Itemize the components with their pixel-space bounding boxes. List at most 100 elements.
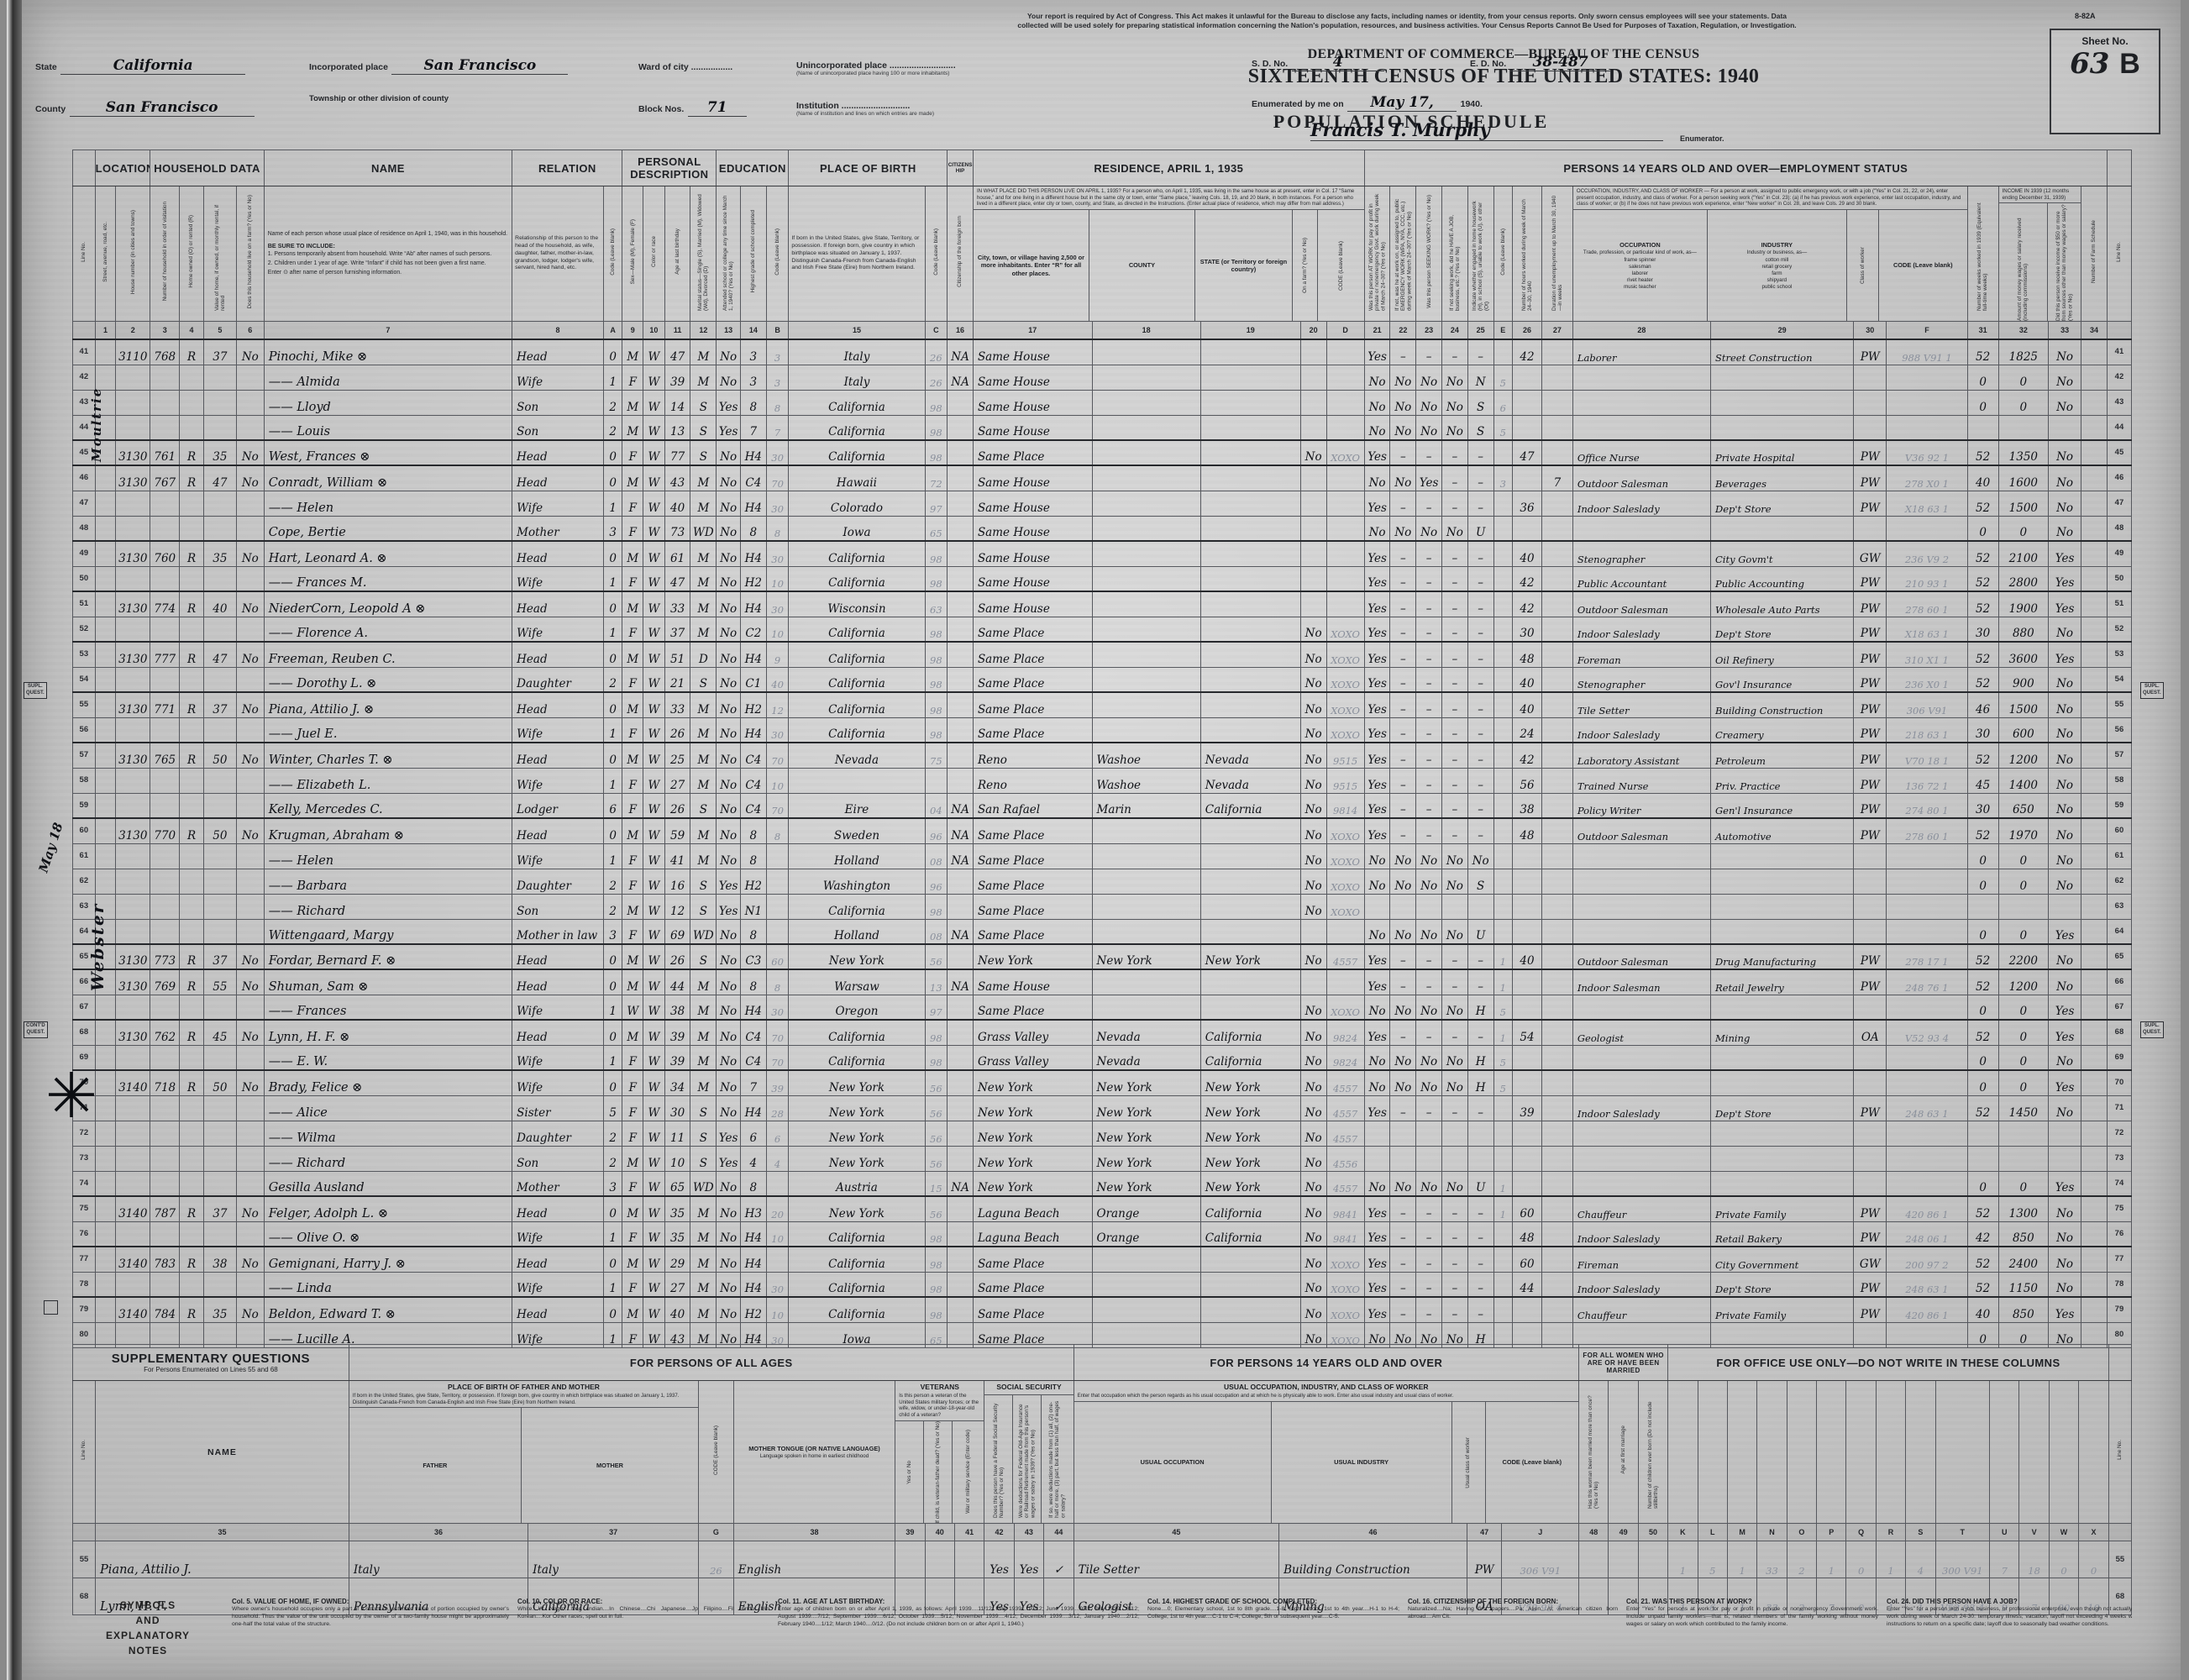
explanatory-note: Col. 21. WAS THIS PERSON AT WORK? Enter “… [1626, 1598, 1878, 1627]
name-cell: —— Louis [263, 414, 513, 441]
table-cell: No [716, 339, 741, 365]
table-cell: Yes [1363, 641, 1391, 668]
table-cell [2081, 994, 2108, 1021]
table-cell: 1 [1875, 1541, 1907, 1579]
table-cell [895, 1578, 926, 1616]
table-cell: 70 [765, 1044, 790, 1071]
table-cell: Son [512, 893, 604, 920]
table-cell [1512, 1069, 1542, 1096]
table-cell: H4 [739, 1246, 767, 1273]
table-cell: 1500 [1997, 691, 2050, 718]
table-cell: 1350 [1997, 439, 2050, 466]
table-cell: 8 [739, 918, 767, 945]
table-cell: H [1467, 1044, 1494, 1071]
column-number: 28 [1572, 321, 1712, 340]
table-cell [1091, 339, 1201, 365]
table-cell: 69 [2106, 1044, 2133, 1071]
column-number: 45 [1073, 1523, 1280, 1542]
table-cell: PW [1853, 1195, 1887, 1222]
table-cell: No [716, 1271, 741, 1298]
column-header: MOTHER TONGUE (OR NATIVE LANGUAGE) Langua… [732, 1379, 896, 1525]
table-cell [1512, 414, 1542, 441]
table-cell: 26 [924, 364, 948, 391]
table-cell: Yes [1363, 943, 1391, 970]
table-cell: No [1415, 1321, 1442, 1348]
column-number [71, 1523, 97, 1542]
table-cell [1091, 565, 1201, 592]
privacy-line-2: collected will be used solely for prepar… [1017, 20, 1797, 29]
table-cell [1572, 1120, 1712, 1147]
table-cell: PW [1853, 616, 1887, 643]
table-cell [179, 515, 204, 542]
column-group: FOR OFFICE USE ONLY—DO NOT WRITE IN THES… [1667, 1344, 2109, 1381]
table-cell: – [1467, 339, 1494, 365]
table-cell [1493, 1271, 1514, 1298]
table-cell: 60 [1512, 1195, 1542, 1222]
table-cell [788, 767, 926, 794]
table-cell: Sweden [788, 817, 926, 844]
table-cell [115, 1321, 151, 1348]
table-cell: 278 60 1 [1886, 591, 1968, 617]
table-cell: – [1415, 767, 1442, 794]
table-cell: California [788, 717, 926, 743]
table-cell: – [1389, 792, 1417, 819]
table-cell: 0 [1997, 1044, 2050, 1071]
census-row: 67 —— Frances Wife 1 W W 38 M No H4 30 Oregon 97 Same… [72, 994, 2133, 1021]
table-cell: 52 [1966, 591, 1999, 617]
table-cell: W [643, 1170, 665, 1197]
table-cell [1493, 439, 1514, 466]
table-cell [953, 1578, 985, 1616]
table-cell [1091, 843, 1201, 869]
column-header: SOCIAL SECURITY Does this person have a F… [984, 1379, 1074, 1525]
census-row: 64 Wittengaard, Margy Mother in law 3 F W 69 WD… [72, 918, 2133, 945]
census-row: 50 —— Frances M. Wife 1 F W 47 M No H2 10 Californi… [72, 565, 2133, 592]
table-cell: 3 [602, 515, 623, 542]
enumerated-field: Enumerated by me on May 17, 1940. [1252, 94, 1483, 112]
table-cell: – [1467, 969, 1494, 995]
table-cell [94, 994, 117, 1021]
table-cell: Nevada [1199, 742, 1301, 769]
table-cell: W [643, 717, 665, 743]
column-header: Number of hours worked during week of Ma… [1512, 185, 1542, 323]
table-cell: No [1441, 389, 1468, 416]
table-cell [150, 717, 181, 743]
table-cell [1853, 364, 1887, 391]
table-cell: No [716, 792, 741, 819]
table-cell: 39 [664, 1019, 691, 1046]
stamp-line: SUPL. [2144, 684, 2160, 689]
table-cell: OA [1853, 1019, 1887, 1046]
table-cell: – [1389, 339, 1417, 365]
table-cell: 40 [1512, 943, 1542, 970]
table-cell [1199, 515, 1301, 542]
table-cell: – [1441, 943, 1468, 970]
census-row: 58 —— Elizabeth L. Wife 1 F W 27 M No C4 10 Reno Was… [72, 767, 2133, 794]
table-cell: 5 [602, 1095, 623, 1121]
table-cell: H2 [739, 868, 767, 895]
table-cell [1493, 742, 1514, 769]
table-cell: 1 [602, 994, 623, 1021]
table-cell: Yes [1415, 465, 1442, 491]
table-cell: 210 93 1 [1886, 565, 1968, 592]
table-cell: NA [947, 817, 974, 844]
table-cell [1541, 1170, 1573, 1197]
table-cell: No [1299, 1044, 1327, 1071]
table-cell: 98 [924, 717, 948, 743]
table-cell: 24 [1512, 717, 1542, 743]
table-cell [1091, 1271, 1201, 1298]
table-cell [1441, 1120, 1468, 1147]
table-cell: S [690, 943, 717, 970]
table-cell [115, 893, 151, 920]
table-cell: 787 [150, 1195, 181, 1222]
table-cell: No [1415, 918, 1442, 945]
table-cell: No [1363, 1069, 1391, 1096]
column-header: If born in the United States, give State… [788, 185, 926, 323]
table-cell [179, 1120, 204, 1147]
table-cell: PW [1853, 591, 1887, 617]
table-cell: Yes [1363, 1296, 1391, 1323]
table-cell [1997, 1120, 2050, 1147]
table-cell: 30 [1966, 616, 1999, 643]
column-group: PERSONAL DESCRIPTION [622, 150, 717, 186]
table-cell [150, 868, 181, 895]
table-cell: Same House [972, 389, 1093, 416]
table-cell: Policy Writer [1572, 792, 1712, 819]
